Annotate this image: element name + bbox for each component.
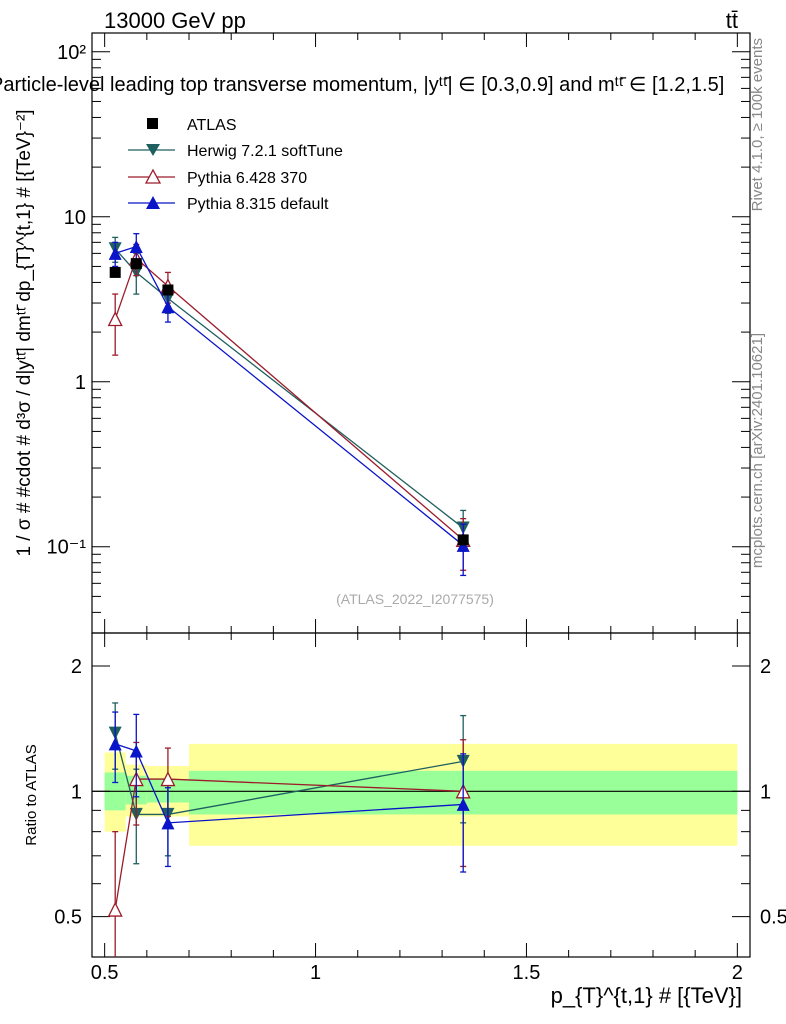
series-0-ratio-line bbox=[114, 732, 464, 816]
legend-atlas-label: ATLAS bbox=[187, 117, 237, 134]
atlas-data-points bbox=[109, 258, 469, 546]
analysis-id: (ATLAS_2022_I2077575) bbox=[336, 591, 494, 607]
mcplots-label: mcplots.cern.ch [arXiv:2401.10621] bbox=[749, 333, 766, 568]
ratio-y-axis-label: Ratio to ATLAS bbox=[23, 744, 40, 845]
legend-pythia8-marker bbox=[146, 196, 160, 209]
series-2-ratio-point bbox=[108, 737, 122, 751]
atlas-point bbox=[130, 258, 142, 270]
ratio-y-tick-label: 2 bbox=[71, 656, 82, 678]
main-y-axis-label: 1 / σ # #cdot # d³σ / d|yᵗᵗ̄| dmᵗᵗ̄ dp_{… bbox=[14, 109, 35, 556]
ratio-bands bbox=[92, 743, 750, 846]
x-tick-label: 0.5 bbox=[91, 962, 119, 984]
series-2-point bbox=[108, 246, 122, 260]
main-ticks bbox=[92, 33, 750, 634]
legend-herwig-marker bbox=[146, 144, 160, 156]
series-1-ratio-point bbox=[107, 901, 123, 917]
y-tick-label: 10² bbox=[57, 42, 86, 64]
series-2-ratio-line bbox=[114, 743, 464, 824]
series-2-line bbox=[114, 245, 464, 546]
ratio-panel: 0.5 1 1.5 2 0.5 0.5 1 1 2 2 bbox=[54, 632, 786, 984]
ratio-ticks bbox=[92, 633, 750, 958]
ratio-y-tick-label: 0.5 bbox=[54, 907, 82, 929]
legend-herwig-label: Herwig 7.2.1 softTune bbox=[187, 143, 343, 160]
series-2-ratio-point bbox=[456, 797, 470, 811]
series-1-ratio-point bbox=[160, 771, 176, 787]
process-label: tt̄ bbox=[726, 8, 738, 33]
ratio-y-tick-label-right: 0.5 bbox=[760, 907, 786, 929]
ratio-series bbox=[107, 702, 471, 957]
x-tick-label: 1 bbox=[310, 962, 321, 984]
x-axis-label: p_{T}^{t,1} # [{TeV}] bbox=[551, 983, 742, 1008]
energy-label: 13000 GeV pp bbox=[104, 8, 246, 33]
y-tick-label: 10 bbox=[64, 207, 86, 229]
legend-pythia6-marker bbox=[144, 168, 162, 184]
x-tick-label: 2 bbox=[732, 962, 743, 984]
series-2-point bbox=[129, 240, 143, 254]
ratio-tick-labels: 0.5 1 1.5 2 0.5 0.5 1 1 2 2 bbox=[54, 656, 786, 984]
rivet-label: Rivet 4.1.0, ≥ 100k events bbox=[749, 38, 766, 211]
y-tick-label: 1 bbox=[75, 372, 86, 394]
legend-pythia8-label: Pythia 8.315 default bbox=[187, 196, 329, 213]
x-tick-label: 1.5 bbox=[513, 962, 541, 984]
ratio-y-tick-label-right: 2 bbox=[760, 656, 771, 678]
series-2-ratio-point bbox=[129, 744, 143, 758]
ratio-y-tick-label-right: 1 bbox=[760, 781, 771, 803]
series-1-point bbox=[107, 311, 123, 327]
y-tick-label: 10⁻¹ bbox=[47, 537, 87, 559]
series-1-ratio-line bbox=[114, 778, 464, 910]
series-2-point bbox=[161, 300, 175, 314]
atlas-point bbox=[109, 266, 121, 278]
legend-pythia6-label: Pythia 6.428 370 bbox=[187, 170, 307, 187]
main-panel: 10⁻¹ 1 10 10² (ATLAS_2022_I2077575) bbox=[47, 32, 751, 634]
atlas-point bbox=[457, 534, 469, 546]
legend: ATLAS Herwig 7.2.1 softTune Pythia 6.428… bbox=[128, 117, 343, 213]
plot-title: Particle-level leading top transverse mo… bbox=[0, 74, 724, 96]
atlas-point bbox=[162, 284, 174, 296]
series-1-line bbox=[114, 257, 464, 541]
series-2-ratio-point bbox=[161, 816, 175, 830]
legend-atlas-marker bbox=[147, 118, 158, 129]
ratio-y-tick-label: 1 bbox=[71, 781, 82, 803]
ratio-frame bbox=[91, 632, 751, 958]
main-tick-labels: 10⁻¹ 1 10 10² bbox=[47, 42, 87, 559]
